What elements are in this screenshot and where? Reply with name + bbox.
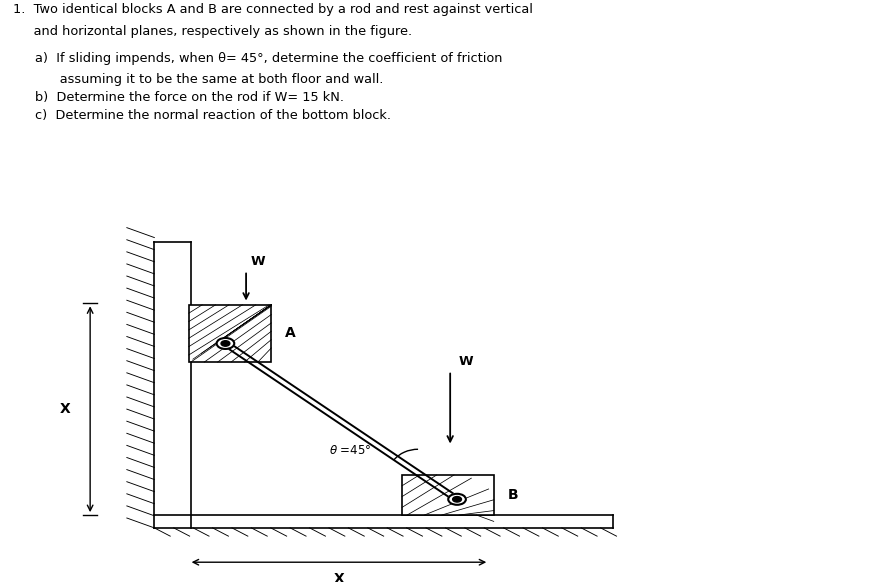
Text: X: X bbox=[333, 572, 344, 582]
Bar bbox=[189, 305, 272, 362]
Circle shape bbox=[221, 340, 230, 346]
Text: c)  Determine the normal reaction of the bottom block.: c) Determine the normal reaction of the … bbox=[35, 109, 392, 122]
Text: X: X bbox=[60, 402, 71, 416]
Circle shape bbox=[217, 338, 235, 349]
Text: W: W bbox=[459, 355, 474, 368]
Bar bbox=[402, 475, 494, 515]
Text: $\theta$ =45°: $\theta$ =45° bbox=[329, 444, 371, 457]
Text: A: A bbox=[285, 327, 295, 340]
Circle shape bbox=[448, 494, 466, 505]
Text: assuming it to be the same at both floor and wall.: assuming it to be the same at both floor… bbox=[35, 73, 384, 86]
Text: W: W bbox=[250, 255, 265, 268]
Text: and horizontal planes, respectively as shown in the figure.: and horizontal planes, respectively as s… bbox=[13, 25, 413, 38]
Text: b)  Determine the force on the rod if W= 15 kN.: b) Determine the force on the rod if W= … bbox=[35, 91, 344, 104]
Text: B: B bbox=[507, 488, 518, 502]
Circle shape bbox=[452, 496, 461, 502]
Text: a)  If sliding impends, when θ= 45°, determine the coefficient of friction: a) If sliding impends, when θ= 45°, dete… bbox=[35, 52, 503, 65]
Text: 1.  Two identical blocks A and B are connected by a rod and rest against vertica: 1. Two identical blocks A and B are conn… bbox=[13, 3, 533, 16]
